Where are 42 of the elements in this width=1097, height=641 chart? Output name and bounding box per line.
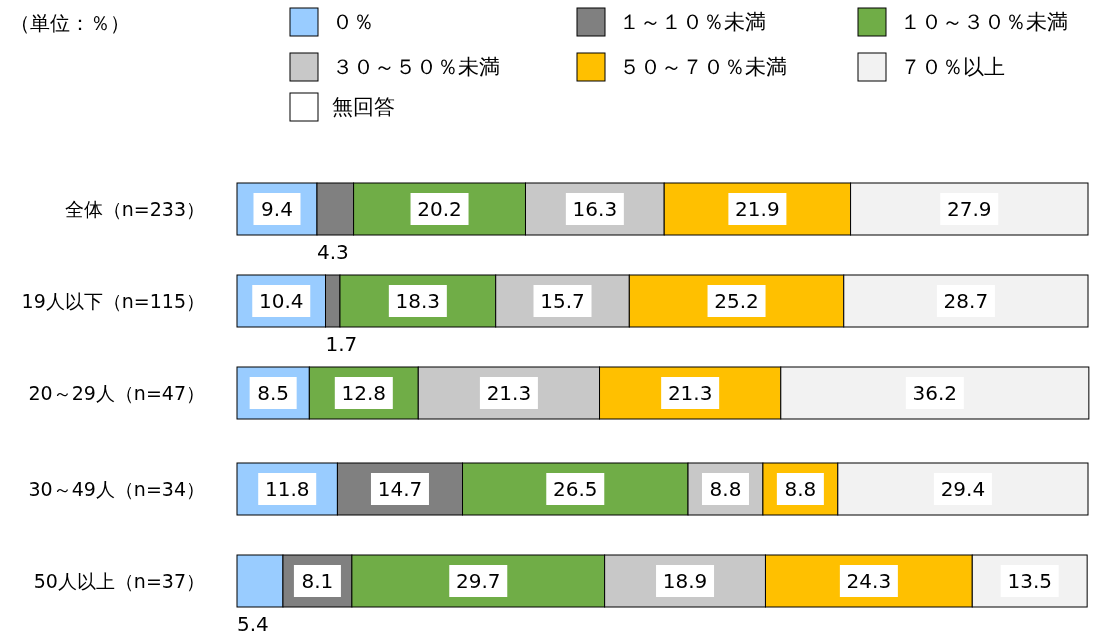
- data-label: 21.9: [735, 197, 780, 221]
- data-label: 36.2: [912, 381, 958, 405]
- data-label: 8.1: [301, 569, 334, 593]
- legend-label: 無回答: [332, 95, 395, 120]
- data-label: 24.3: [846, 569, 892, 593]
- data-label: 21.3: [486, 381, 532, 405]
- data-label: 10.4: [258, 289, 304, 313]
- y-tick-label: 50人以上（n=37）: [33, 569, 205, 592]
- text: （単位：％）: [10, 11, 130, 35]
- data-label: 28.7: [943, 289, 989, 313]
- data-label: 18.3: [395, 289, 441, 313]
- data-label: 14.7: [377, 477, 423, 501]
- data-label: 29.4: [940, 477, 986, 501]
- data-label: 13.5: [1007, 569, 1052, 593]
- data-label: 25.2: [714, 289, 759, 313]
- legend-label: ７０％以上: [900, 55, 1005, 80]
- data-label: 20.2: [417, 197, 462, 221]
- data-label: 29.7: [455, 569, 501, 593]
- data-label: 26.5: [553, 477, 598, 501]
- data-label: 8.5: [257, 381, 290, 405]
- data-label: 5.4: [237, 612, 269, 636]
- legend-label: １０～３０％未満: [900, 10, 1068, 35]
- data-label: 12.8: [341, 381, 387, 405]
- data-label: 27.9: [947, 197, 992, 221]
- legend-label: ３０～５０％未満: [332, 55, 500, 80]
- data-label: 15.7: [540, 289, 585, 313]
- y-tick-label: 20～29人（n=47）: [28, 381, 205, 404]
- data-label: 21.3: [667, 381, 713, 405]
- data-label: 18.9: [662, 569, 708, 593]
- data-label: 1.7: [325, 332, 358, 356]
- data-label: 8.8: [784, 477, 817, 501]
- legend-label: １～１０％未満: [619, 10, 766, 35]
- data-label: 8.8: [709, 477, 742, 501]
- y-tick-label: 全体（n=233）: [64, 197, 205, 220]
- data-label: 4.3: [316, 240, 349, 264]
- data-label: 16.3: [572, 197, 618, 221]
- data-label: 9.4: [261, 197, 293, 221]
- y-tick-label: 19人以下（n=115）: [21, 289, 205, 312]
- legend-label: ５０～７０％未満: [619, 55, 787, 80]
- y-tick-label: 30～49人（n=34）: [28, 477, 205, 500]
- legend-label: ０％: [332, 10, 374, 35]
- data-label: 11.8: [264, 477, 310, 501]
